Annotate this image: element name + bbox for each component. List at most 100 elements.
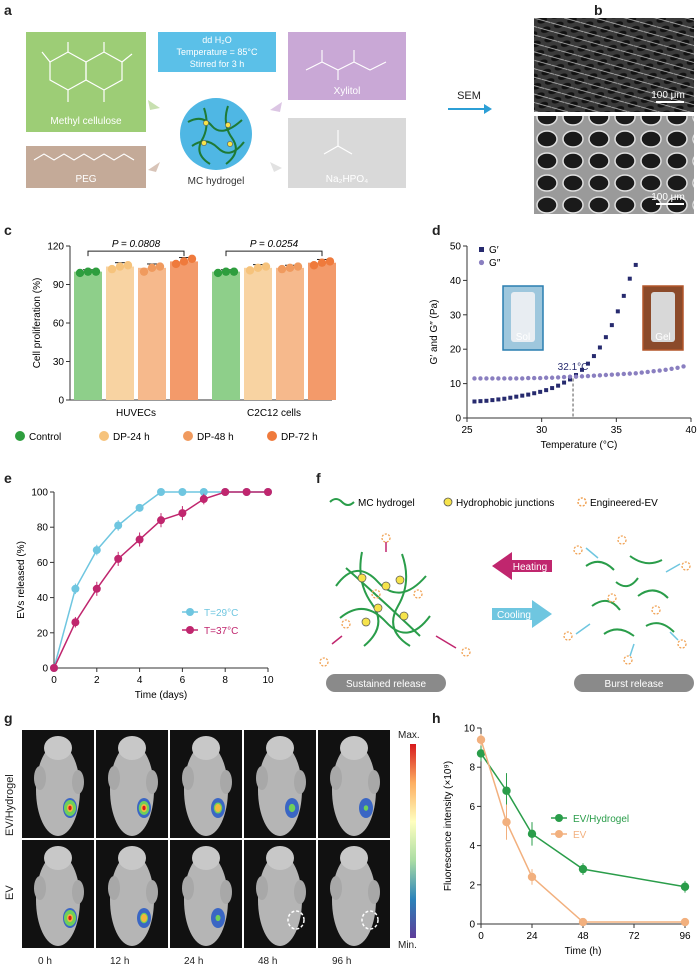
data-point — [277, 264, 287, 274]
h-data-point — [502, 817, 511, 827]
g-prime-point — [568, 377, 573, 382]
e-data-point — [114, 554, 123, 563]
g-prime-point — [579, 367, 584, 372]
data-point — [123, 261, 133, 270]
g-double-prime-point — [651, 369, 656, 374]
g-double-prime-point — [663, 367, 668, 373]
data-point — [285, 263, 295, 273]
g-double-prime-point — [597, 373, 603, 378]
mouse-leg — [330, 876, 342, 900]
g-double-prime-point — [633, 371, 638, 376]
e-data-point — [157, 516, 165, 525]
legend-dot — [183, 431, 193, 441]
mouse-body — [258, 854, 302, 946]
signal-dashed-outline — [361, 910, 379, 930]
mouse-leg — [182, 766, 194, 790]
d-y-tick-label: 30 — [450, 310, 462, 321]
h-legend-label: EV — [573, 830, 587, 841]
mouse-head — [118, 736, 146, 760]
legend-label: Control — [29, 432, 61, 443]
transition-annotation: 32.1°C — [558, 362, 589, 373]
mouse-head — [44, 846, 72, 870]
h-legend-dot — [555, 830, 563, 838]
h-data-point — [680, 882, 690, 891]
time-label-48h: 48 h — [258, 956, 278, 967]
e-data-point — [114, 521, 123, 530]
na2hpo4-box — [288, 118, 406, 188]
h-x-tick-label: 96 — [679, 931, 691, 942]
data-point — [115, 262, 125, 271]
arrow-mc-icon — [148, 100, 160, 110]
time-label-0h: 0 h — [38, 956, 52, 967]
g-double-prime-point — [520, 376, 525, 381]
d-y-tick-label: 20 — [450, 345, 462, 356]
legend-hydrogel: MC hydrogel — [358, 498, 415, 509]
network-left — [335, 551, 431, 647]
e-x-label: Time (days) — [135, 690, 187, 701]
e-y-tick-label: 100 — [31, 488, 48, 499]
bar-dp-24-h-0 — [106, 266, 134, 400]
sem-image-bottom — [534, 116, 694, 214]
chart-c-cell-proliferation: 0 30 60 90 120 Cell proliferation (%) HUVECs P … — [15, 239, 336, 443]
h-y-tick-label: 8 — [469, 763, 475, 774]
h-data-point — [578, 864, 588, 874]
cooling-arrow-icon — [492, 600, 552, 628]
d-x-label: Temperature (°C) — [541, 440, 618, 451]
panel-label-d: d — [432, 222, 441, 238]
peg-structure-icon — [33, 153, 135, 161]
signal-mid — [288, 803, 296, 813]
data-point — [309, 261, 319, 270]
legend-label: G′ — [489, 245, 499, 256]
bar-dp-48-h-1 — [276, 267, 304, 400]
condition-3: Stirred for 3 h — [190, 59, 245, 69]
e-legend-dot — [186, 626, 194, 634]
time-label-24h: 24 h — [184, 956, 204, 967]
signal-core — [141, 914, 147, 922]
mouse-leg — [220, 880, 232, 904]
row-label-ev-hydrogel: EV/Hydrogel — [4, 774, 16, 836]
g-double-prime-point — [627, 371, 632, 376]
g-prime-point — [556, 383, 561, 388]
c-y-tick-label: 60 — [53, 319, 65, 330]
g-double-prime-point — [585, 373, 591, 379]
g-prime-point — [550, 386, 555, 391]
g-double-prime-point — [669, 366, 674, 372]
ivis-grid — [22, 730, 390, 948]
panel-g-ivis: EV/Hydrogel EV 0 h 12 h 24 h 48 h 96 h M… — [0, 730, 425, 972]
e-x-tick-label: 10 — [262, 675, 274, 686]
mouse-leg — [34, 766, 46, 790]
bar-dp-72-h-1 — [308, 262, 336, 400]
time-labels: 0 h 12 h 24 h 48 h 96 h — [22, 956, 392, 970]
burst-release-badge — [574, 674, 694, 692]
g-double-prime-point — [579, 374, 585, 379]
data-point — [229, 267, 239, 276]
mouse-leg — [34, 876, 46, 900]
colorbar-max: Max. — [398, 730, 420, 741]
hydrogel-network-icon — [187, 105, 245, 165]
methyl-cellulose-label: Methyl cellulose — [50, 116, 122, 127]
mc-hydrogel-label: MC hydrogel — [188, 176, 245, 187]
d-x-tick-label: 30 — [536, 425, 548, 436]
legend-g-double-prime-icon — [478, 259, 485, 266]
d-x-tick-label: 25 — [461, 425, 473, 436]
data-point — [171, 259, 181, 269]
legend-dot — [267, 431, 277, 441]
c-group-label: HUVECs — [116, 408, 156, 419]
junction-dots — [201, 120, 233, 147]
data-point — [221, 267, 231, 276]
legend-dot — [99, 431, 109, 441]
g-double-prime-point — [478, 376, 483, 381]
network-right — [585, 555, 675, 637]
cooling-label: Cooling — [497, 610, 531, 621]
e-y-tick-label: 80 — [37, 523, 49, 534]
legend-dot — [15, 431, 25, 441]
mouse-leg — [146, 880, 158, 904]
legend-hydrogel-icon — [329, 498, 355, 506]
mouse-leg — [368, 880, 380, 904]
legend-junction: Hydrophobic junctions — [456, 498, 554, 509]
e-data-point — [135, 535, 144, 544]
heating-arrow-icon — [492, 552, 552, 580]
mouse-head — [340, 736, 368, 760]
e-legend-label: T=37°C — [204, 626, 238, 637]
h-x-tick-label: 48 — [577, 931, 589, 942]
